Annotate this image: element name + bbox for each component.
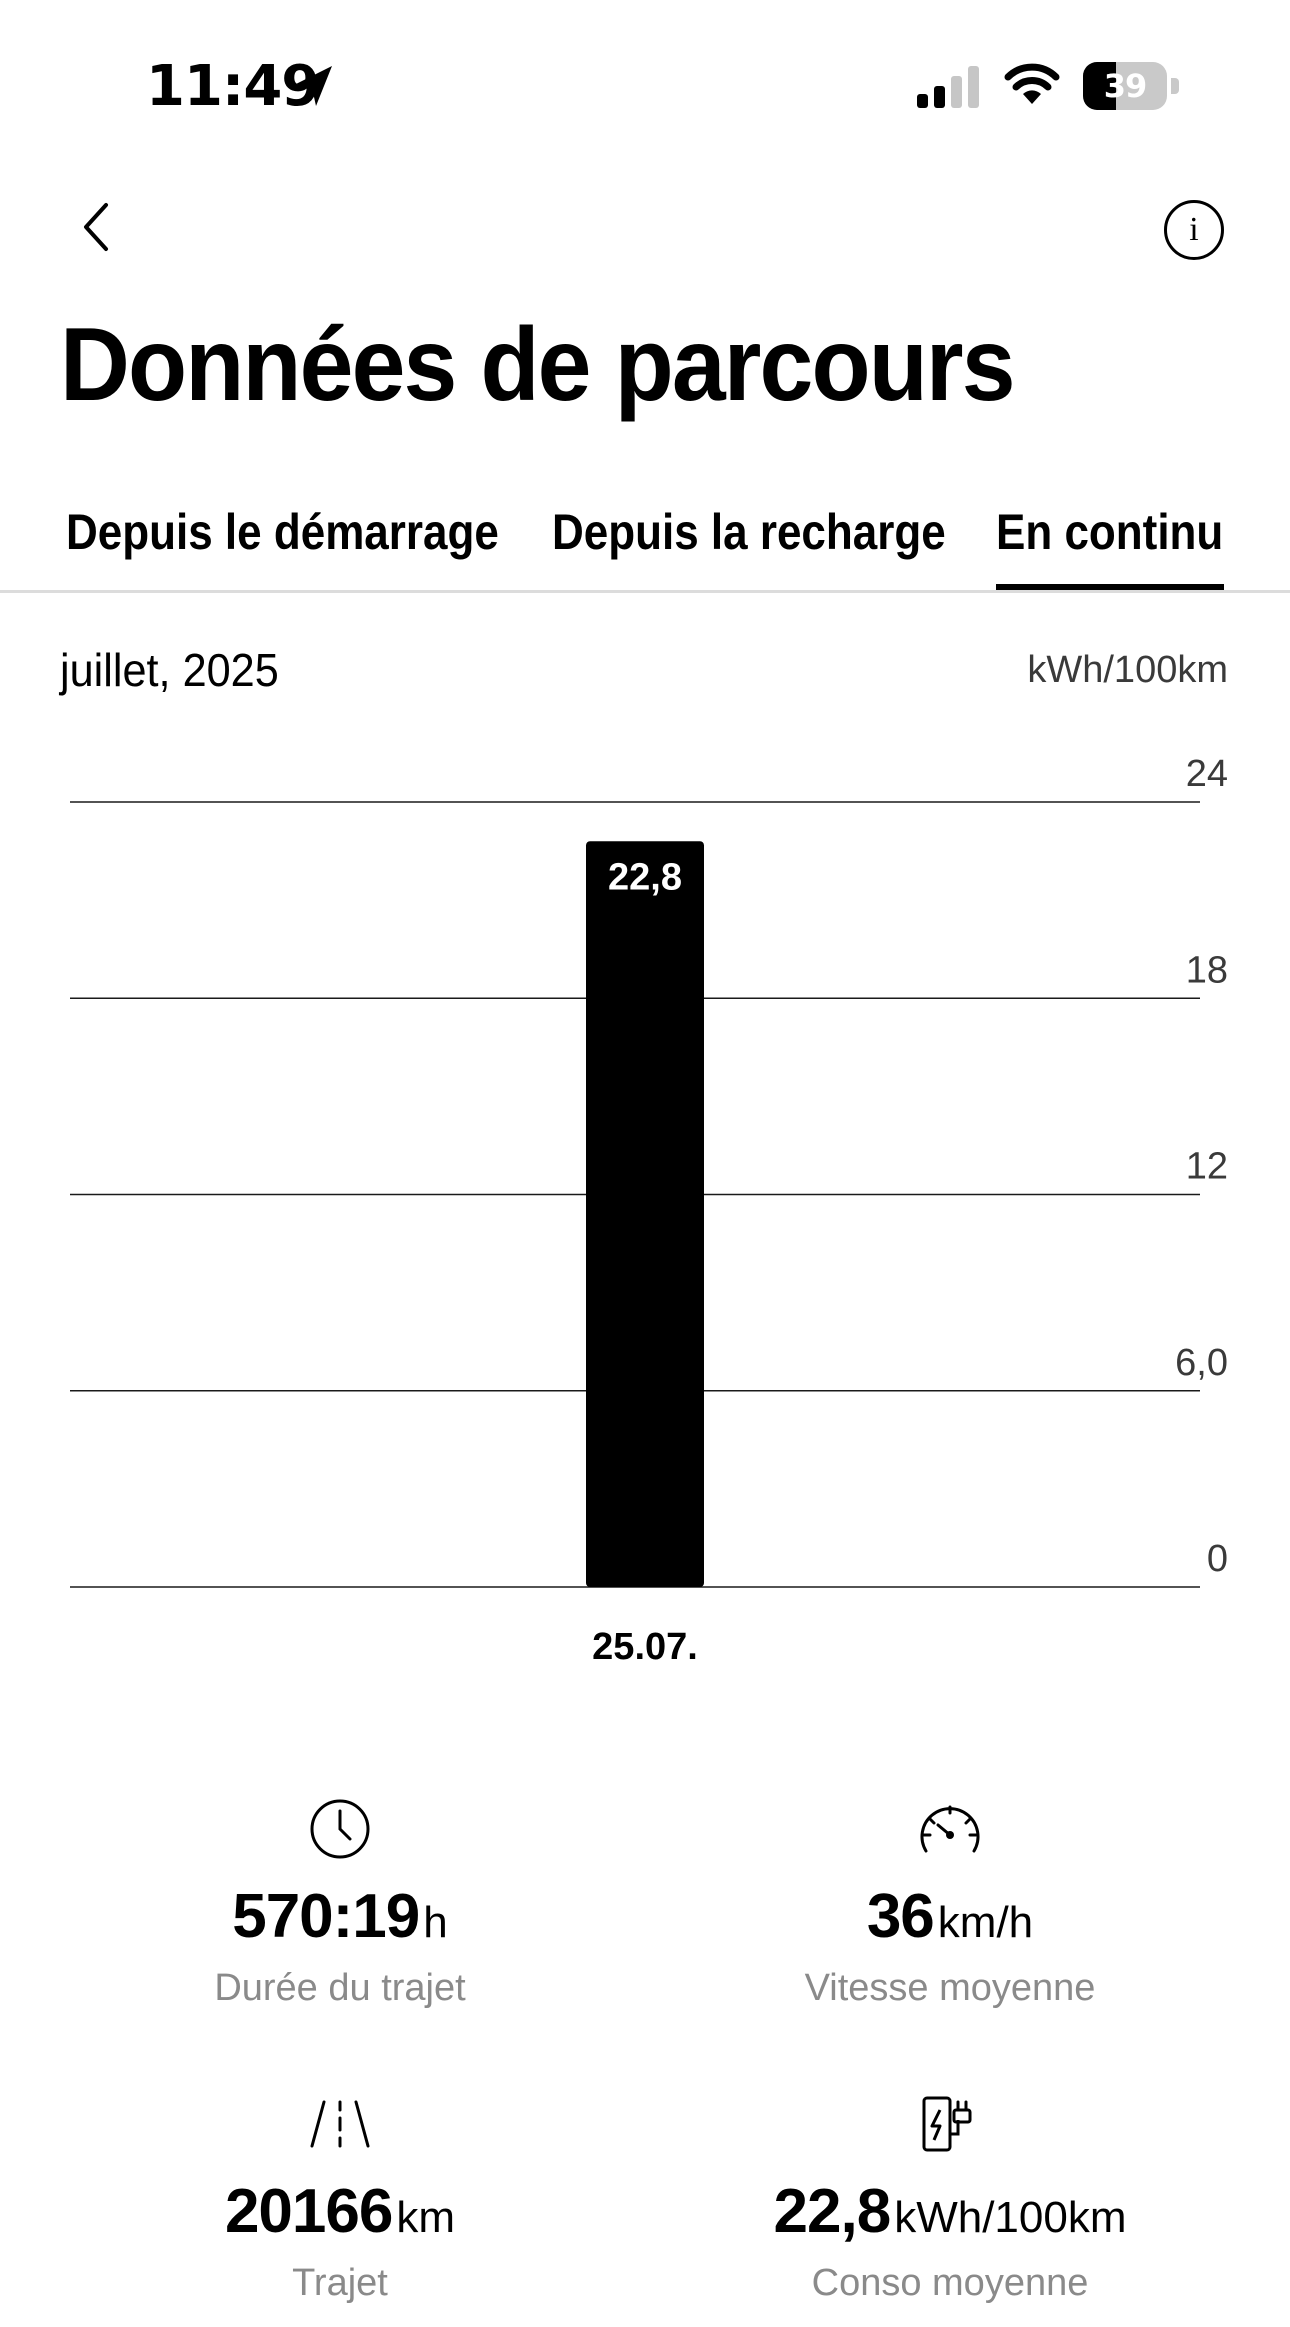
tab-continuous[interactable]: En continu xyxy=(996,504,1224,560)
cellular-signal-icon xyxy=(917,66,979,108)
stat-label: Vitesse moyenne xyxy=(804,1967,1096,2009)
y-tick-label: 24 xyxy=(1186,753,1228,795)
stat-average-consumption: 22,8kWh/100km Conso moyenne xyxy=(650,2090,1250,2308)
y-tick-label: 18 xyxy=(1186,949,1228,991)
period-label: juillet, 2025 xyxy=(60,644,279,696)
unit-label: kWh/100km xyxy=(1027,649,1228,691)
status-bar: 11:49 39 xyxy=(0,0,1290,140)
y-tick-label: 6,0 xyxy=(1175,1342,1228,1384)
y-tick-label: 12 xyxy=(1186,1146,1228,1188)
y-tick-label: 0 xyxy=(1207,1538,1228,1580)
status-time: 11:49 xyxy=(146,54,320,119)
stat-label: Conso moyenne xyxy=(811,2262,1089,2304)
stat-label: Trajet xyxy=(292,2262,388,2304)
stat-unit: km/h xyxy=(937,1898,1034,1947)
chart-bar xyxy=(586,841,704,1587)
stat-distance: 20166km Trajet xyxy=(40,2090,640,2308)
info-button[interactable]: i xyxy=(1164,200,1224,260)
chevron-left-icon xyxy=(84,203,108,251)
back-button[interactable] xyxy=(68,195,124,259)
info-icon: i xyxy=(1189,211,1199,248)
battery-fill xyxy=(1083,62,1116,110)
tab-bar: Depuis le démarrage Depuis la recharge E… xyxy=(0,490,1290,594)
chart-svg: 0 6,0 12 18 24 22,8 25.07. xyxy=(70,753,1228,1668)
charging-station-icon xyxy=(922,2096,972,2152)
tab-since-start[interactable]: Depuis le démarrage xyxy=(66,504,499,560)
stat-trip-duration: 570:19h Durée du trajet xyxy=(40,1795,640,2013)
stat-value: 36 xyxy=(866,1882,935,1951)
stat-unit: kWh/100km xyxy=(894,2193,1127,2242)
stat-unit: km xyxy=(396,2193,456,2242)
x-tick-label: 25.07. xyxy=(592,1626,698,1668)
clock-icon xyxy=(310,1799,370,1859)
consumption-chart: 0 6,0 12 18 24 22,8 25.07. xyxy=(0,740,1290,1680)
stat-value: 570:19 xyxy=(232,1882,420,1951)
page-title: Données de parcours xyxy=(60,307,1016,423)
stat-value: 20166 xyxy=(224,2177,393,2246)
stat-label: Durée du trajet xyxy=(214,1967,466,2009)
stat-average-speed: 36km/h Vitesse moyenne xyxy=(650,1795,1250,2013)
speedometer-icon xyxy=(920,1805,980,1853)
stat-value: 22,8 xyxy=(773,2177,892,2246)
active-tab-indicator xyxy=(996,584,1224,590)
tabs-divider xyxy=(0,590,1290,593)
tab-since-charge[interactable]: Depuis la recharge xyxy=(552,504,946,560)
stat-unit: h xyxy=(423,1898,448,1947)
battery-icon: 39 xyxy=(1083,62,1179,112)
bar-value-label: 22,8 xyxy=(608,856,682,898)
battery-percent: 39 xyxy=(1103,67,1148,105)
road-icon xyxy=(310,2100,370,2148)
location-arrow-icon xyxy=(296,66,332,106)
wifi-icon xyxy=(1004,63,1060,104)
